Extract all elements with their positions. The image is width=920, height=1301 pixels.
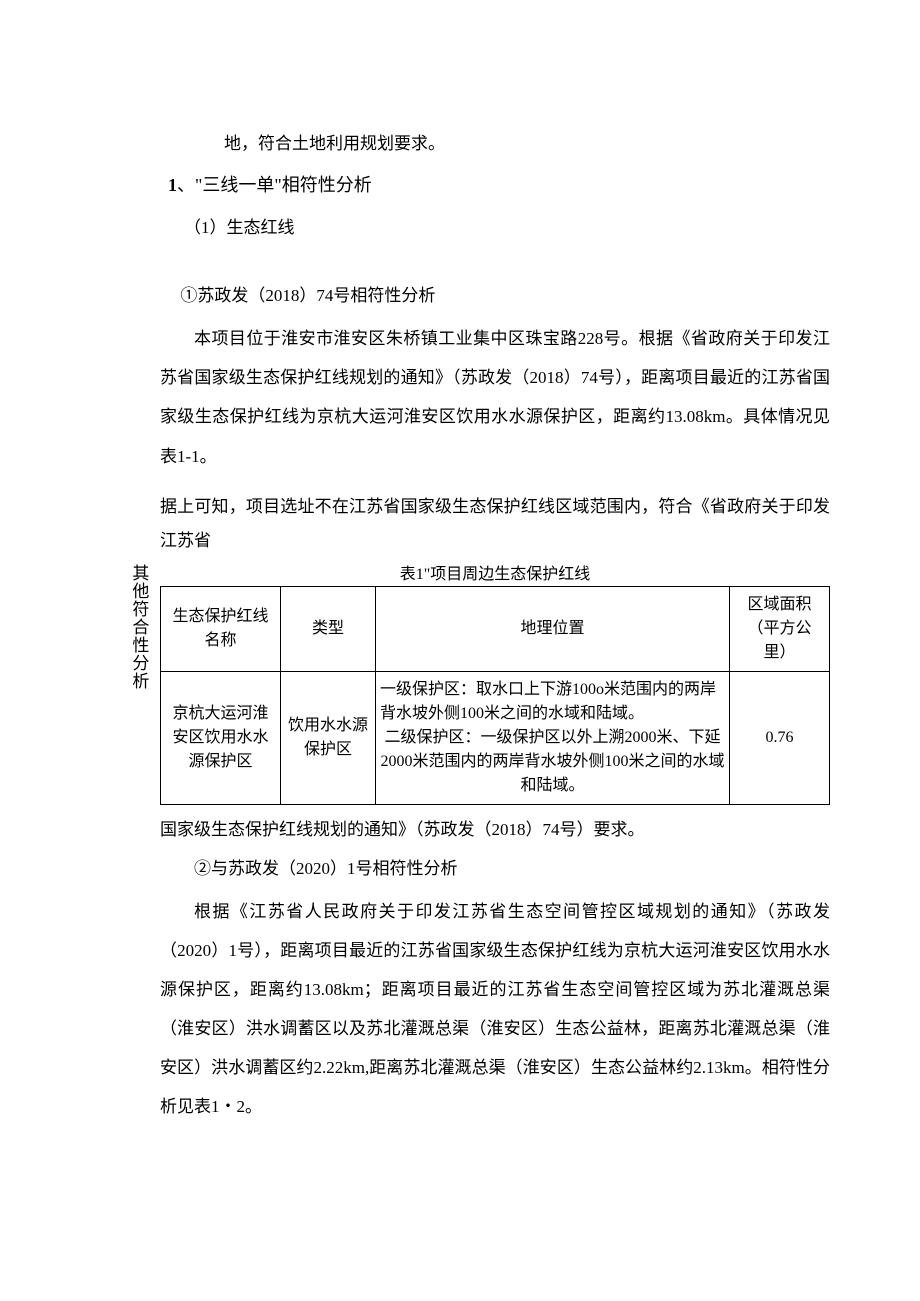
td-area: 0.76 <box>730 671 830 804</box>
table-row: 京杭大运河淮安区饮用水水源保护区 饮用水水源保护区 一级保护区：取水口上下游10… <box>161 671 830 804</box>
td-location: 一级保护区：取水口上下游100o米范围内的两岸背水坡外侧100米之间的水域和陆域… <box>376 671 730 804</box>
main-content: 地，符合土地利用规划要求。 1、"三线一单"相符性分析 （1）生态红线 ①苏政发… <box>160 130 830 1126</box>
td-name: 京杭大运河淮安区饮用水水源保护区 <box>161 671 281 804</box>
intro-text: 地，符合土地利用规划要求。 <box>190 130 830 157</box>
heading-text: 、"三线一单"相符性分析 <box>177 175 372 195</box>
th-location: 地理位置 <box>376 586 730 671</box>
heading-num: 1 <box>168 175 177 195</box>
table-caption: 表1"项目周边生态保护红线 <box>160 560 830 584</box>
td-location-line2: 二级保护区：一级保护区以外上溯2000米、下延2000米范围内的两岸背水坡外侧1… <box>380 726 725 798</box>
th-name: 生态保护红线名称 <box>161 586 281 671</box>
td-location-line1: 一级保护区：取水口上下游100o米范围内的两岸背水坡外侧100米之间的水域和陆域… <box>380 678 725 726</box>
section-label: 其他符合性分析 <box>128 564 148 690</box>
paragraph-6: 根据《江苏省人民政府关于印发江苏省生态空间管控区域规划的通知》（苏政发（2020… <box>160 892 830 1127</box>
th-type: 类型 <box>281 586 376 671</box>
paragraph-2: 本项目位于淮安市淮安区朱桥镇工业集中区珠宝路228号。根据《省政府关于印发江苏省… <box>160 319 830 475</box>
paragraph-1: ①苏政发（2018）74号相符性分析 <box>160 276 830 315</box>
table-header-row: 生态保护红线名称 类型 地理位置 区域面积（平方公里） <box>161 586 830 671</box>
paragraph-3: 据上可知，项目选址不在江苏省国家级生态保护红线区域范围内，符合《省政府关于印发江… <box>160 490 830 558</box>
section-heading: 1、"三线一单"相符性分析 <box>168 171 830 197</box>
paragraph-5: ②与苏政发（2020）1号相符性分析 <box>160 849 830 888</box>
subheading-1: （1）生态红线 <box>184 213 830 238</box>
td-type: 饮用水水源保护区 <box>281 671 376 804</box>
th-area: 区域面积（平方公里） <box>730 586 830 671</box>
paragraph-4: 国家级生态保护红线规划的通知》（苏政发（2018）74号）要求。 <box>160 813 830 847</box>
ecology-table: 生态保护红线名称 类型 地理位置 区域面积（平方公里） 京杭大运河淮安区饮用水水… <box>160 586 830 805</box>
